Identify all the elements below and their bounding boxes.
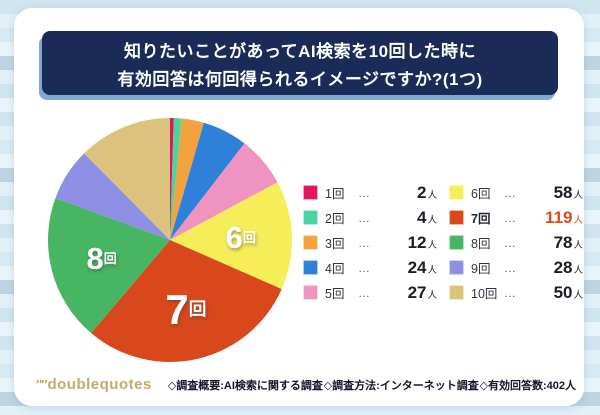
legend-label: 3回 bbox=[325, 237, 345, 251]
pie-slice-9 bbox=[55, 153, 170, 240]
legend-label: 4回 bbox=[325, 262, 345, 276]
legend-dots: … bbox=[358, 260, 371, 275]
legend-item: 6回 … 58人 bbox=[449, 180, 583, 205]
legend-label: 5回 bbox=[325, 287, 345, 301]
legend-item: 4回 … 24人 bbox=[303, 255, 437, 280]
legend-swatch bbox=[449, 185, 464, 200]
legend-dots: … bbox=[358, 285, 371, 300]
legend-column: 6回 … 58人 7回 … 119人 8回 … 78人 9回 … 28人 10回 … 50人 bbox=[449, 180, 583, 305]
doublequotes-logo: ″″doublequotes bbox=[36, 376, 152, 393]
pie-slice-6 bbox=[170, 182, 292, 290]
question-title-line1: 知りたいことがあってAI検索を10回した時に bbox=[123, 41, 477, 61]
survey-method-note: ◇調査方法:インターネット調査 bbox=[323, 379, 479, 392]
legend-value: 12人 bbox=[407, 232, 437, 252]
legend-value: 4人 bbox=[417, 207, 437, 227]
question-title-line2: 有効回答は何回得られるイメージですか?(1つ) bbox=[117, 69, 483, 89]
legend-label: 7回 bbox=[471, 212, 491, 226]
legend-dots: … bbox=[358, 210, 371, 225]
pie-slice-label: 7回 bbox=[165, 286, 206, 333]
legend-swatch bbox=[303, 210, 318, 225]
legend-swatch bbox=[303, 185, 318, 200]
legend-value: 27人 bbox=[407, 282, 437, 302]
legend-label: 10回 bbox=[471, 287, 498, 301]
pie-slice-10 bbox=[84, 118, 170, 240]
legend-value: 2人 bbox=[417, 182, 437, 202]
legend-swatch bbox=[303, 285, 318, 300]
legend-dots: … bbox=[358, 235, 371, 250]
legend-item: 7回 … 119人 bbox=[449, 205, 583, 230]
legend-label: 9回 bbox=[471, 262, 491, 276]
legend-item: 9回 … 28人 bbox=[449, 255, 583, 280]
pie-slice-label: 8回 bbox=[86, 241, 116, 276]
legend-value: 119人 bbox=[545, 207, 583, 227]
question-banner: 知りたいことがあってAI検索を10回した時に 有効回答は何回得られるイメージです… bbox=[42, 31, 558, 95]
legend-label: 8回 bbox=[471, 237, 491, 251]
legend-value: 78人 bbox=[553, 232, 583, 252]
legend-dots: … bbox=[504, 285, 517, 300]
pie-slice-1 bbox=[170, 118, 174, 240]
legend-swatch bbox=[303, 235, 318, 250]
legend-label: 6回 bbox=[471, 187, 491, 201]
legend-item: 1回 … 2人 bbox=[303, 180, 437, 205]
logo-text: doublequotes bbox=[47, 376, 152, 393]
pie-slice-3 bbox=[170, 118, 204, 240]
pie-slice-4 bbox=[170, 122, 245, 240]
footer: ″″doublequotes ◇調査概要:AI検索に関する調査 ◇調査方法:イン… bbox=[36, 376, 576, 393]
legend-column: 1回 … 2人 2回 … 4人 3回 … 12人 4回 … 24人 5回 … 27人 bbox=[303, 180, 437, 305]
legend: 1回 … 2人 2回 … 4人 3回 … 12人 4回 … 24人 5回 … 27人 6回 … 58人 7回 … 11… bbox=[303, 180, 583, 305]
survey-overview-note: ◇調査概要:AI検索に関する調査 bbox=[167, 379, 323, 392]
legend-swatch bbox=[449, 260, 464, 275]
pie-slice-8 bbox=[48, 197, 171, 334]
legend-item: 5回 … 27人 bbox=[303, 280, 437, 305]
pie-chart: 6回 7回 8回 bbox=[48, 118, 292, 363]
legend-dots: … bbox=[358, 185, 371, 200]
legend-dots: … bbox=[504, 185, 517, 200]
legend-item: 10回 … 50人 bbox=[449, 280, 583, 305]
legend-value: 58人 bbox=[553, 182, 583, 202]
legend-item: 3回 … 12人 bbox=[303, 230, 437, 255]
legend-value: 28人 bbox=[553, 257, 583, 277]
pie-slice-5 bbox=[170, 143, 278, 240]
legend-swatch bbox=[449, 235, 464, 250]
legend-item: 2回 … 4人 bbox=[303, 205, 437, 230]
legend-swatch bbox=[449, 210, 464, 225]
legend-label: 1回 bbox=[325, 187, 345, 201]
legend-dots: … bbox=[504, 235, 517, 250]
legend-value: 24人 bbox=[407, 257, 437, 277]
legend-swatch bbox=[303, 260, 318, 275]
legend-dots: … bbox=[504, 260, 517, 275]
legend-item: 8回 … 78人 bbox=[449, 230, 583, 255]
logo-quotes-icon: ″″ bbox=[36, 377, 48, 392]
legend-label: 2回 bbox=[325, 212, 345, 226]
pie-slice-label: 6回 bbox=[226, 220, 256, 255]
survey-notes: ◇調査概要:AI検索に関する調査 ◇調査方法:インターネット調査 ◇有効回答数:… bbox=[168, 377, 576, 393]
survey-responses-note: ◇有効回答数:402人 bbox=[479, 379, 576, 392]
pie-slice-2 bbox=[170, 118, 182, 240]
legend-swatch bbox=[449, 285, 464, 300]
legend-value: 50人 bbox=[553, 282, 583, 302]
pie-slice-7 bbox=[91, 240, 282, 363]
legend-dots: … bbox=[504, 210, 517, 225]
